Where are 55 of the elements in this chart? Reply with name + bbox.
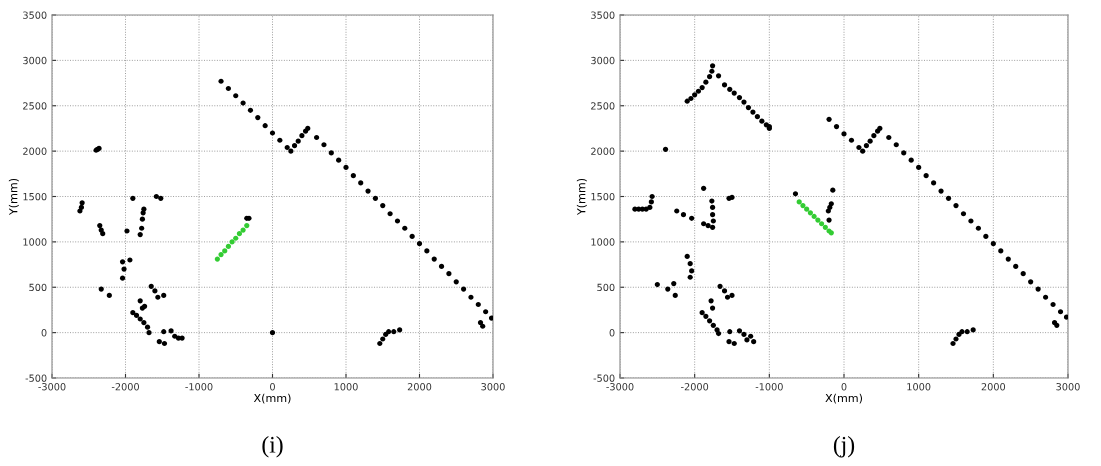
- point: [804, 206, 810, 212]
- x-tick-label: 2000: [407, 383, 432, 391]
- y-tick-label: 3000: [23, 56, 47, 65]
- point: [225, 243, 231, 250]
- y-tick-label: 1000: [591, 238, 615, 246]
- y-tick-label: 3500: [23, 11, 47, 19]
- point: [811, 213, 817, 220]
- point: [214, 256, 220, 262]
- y-tick-label: -500: [25, 374, 47, 382]
- point: [233, 235, 239, 241]
- point: [236, 231, 243, 237]
- x-tick-label: -2000: [111, 383, 139, 391]
- point: [822, 224, 828, 230]
- x-tick-label: 0: [841, 383, 847, 391]
- y-tick-label: 1500: [23, 192, 47, 201]
- y-tick-label: -500: [593, 374, 615, 382]
- y-tick-label: 3500: [591, 11, 615, 19]
- y-tick-label: 500: [597, 283, 615, 292]
- y-tick-label: 0: [609, 329, 615, 337]
- y-tick-label: 3000: [591, 56, 615, 65]
- x-tick-label: -1000: [185, 383, 213, 391]
- x-tick-label: 2000: [981, 383, 1006, 391]
- y-tick-label: 2000: [591, 147, 615, 155]
- point: [240, 227, 246, 233]
- x-tick-label: 0: [270, 383, 275, 391]
- point: [229, 239, 235, 245]
- x-tick-label: -2000: [681, 383, 709, 391]
- point: [807, 210, 813, 216]
- text: (j): [833, 436, 855, 458]
- point: [800, 202, 806, 209]
- point: [218, 251, 224, 258]
- point: [244, 222, 250, 229]
- point: [819, 221, 825, 227]
- y-tick-label: 2500: [591, 102, 615, 110]
- x-axis-title: X(mm): [253, 393, 291, 404]
- x-tick-label: 1000: [907, 383, 931, 391]
- y-tick-label: 2000: [23, 147, 47, 155]
- point: [815, 217, 821, 223]
- y-tick-label: 500: [29, 283, 47, 292]
- y-tick-label: 0: [41, 329, 47, 337]
- point: [796, 199, 802, 205]
- y-tick-label: 1500: [591, 192, 615, 201]
- x-tick-label: 1000: [334, 383, 358, 391]
- x-tick-label: -3000: [38, 383, 66, 391]
- x-tick-label: -3000: [606, 383, 634, 391]
- y-tick-label: 1000: [23, 238, 47, 246]
- y-tick-label: 2500: [23, 102, 47, 110]
- y-axis-title: Y(mm): [8, 178, 19, 216]
- x-tick-label: 3000: [481, 383, 505, 391]
- y-axis-title: Y(mm): [576, 178, 587, 216]
- point: [222, 248, 228, 254]
- x-tick-label: 3000: [1056, 383, 1080, 391]
- text: (i): [262, 436, 283, 458]
- x-tick-label: -1000: [755, 383, 783, 391]
- x-axis-title: X(mm): [825, 393, 863, 404]
